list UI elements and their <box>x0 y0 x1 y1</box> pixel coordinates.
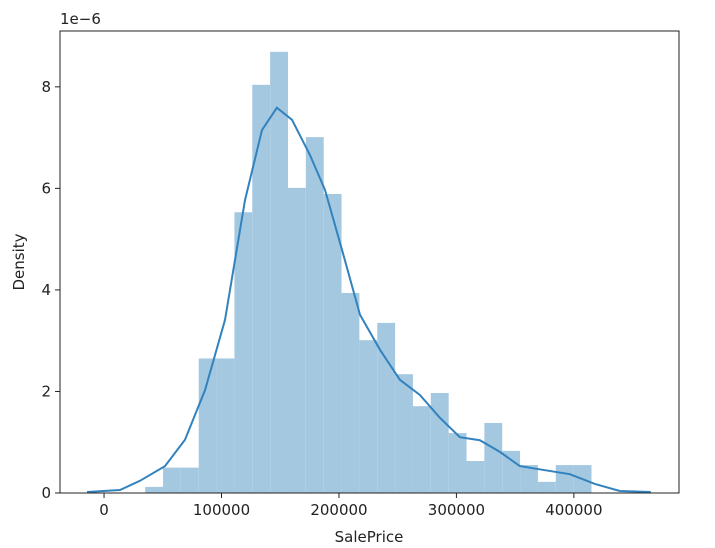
bar <box>234 212 253 493</box>
x-tick-label: 300000 <box>428 501 485 519</box>
x-axis-label: SalePrice <box>335 528 404 546</box>
bar <box>448 433 467 493</box>
bar <box>520 465 538 493</box>
y-tick-label: 6 <box>41 179 51 197</box>
y-tick-label: 8 <box>41 78 51 96</box>
bar <box>180 467 199 493</box>
bar <box>145 486 164 493</box>
kde-line <box>86 106 651 493</box>
bar <box>555 465 574 493</box>
bar <box>287 187 306 493</box>
bar <box>466 461 485 493</box>
bar <box>252 84 271 494</box>
bar <box>323 193 342 493</box>
y-tick-label: 4 <box>41 281 51 299</box>
x-tick-label: 100000 <box>193 501 250 519</box>
bar <box>359 340 378 493</box>
x-tick-label: 200000 <box>310 501 367 519</box>
bar <box>430 392 449 493</box>
bar <box>305 137 324 493</box>
y-tick-label: 0 <box>41 484 51 502</box>
offset-text: 1e−6 <box>60 10 101 28</box>
bar <box>163 467 181 493</box>
bar <box>341 292 360 493</box>
bar <box>270 51 288 494</box>
bar <box>216 358 235 493</box>
bar <box>502 450 521 493</box>
bar <box>537 481 556 493</box>
bar <box>484 422 503 493</box>
y-tick-label: 2 <box>41 382 51 400</box>
plot-frame <box>59 30 680 494</box>
y-axis-label: Density <box>10 233 28 290</box>
x-tick-label: 400000 <box>545 501 602 519</box>
x-tick-label: 0 <box>99 501 109 519</box>
bar <box>395 374 413 493</box>
bar <box>412 406 431 493</box>
